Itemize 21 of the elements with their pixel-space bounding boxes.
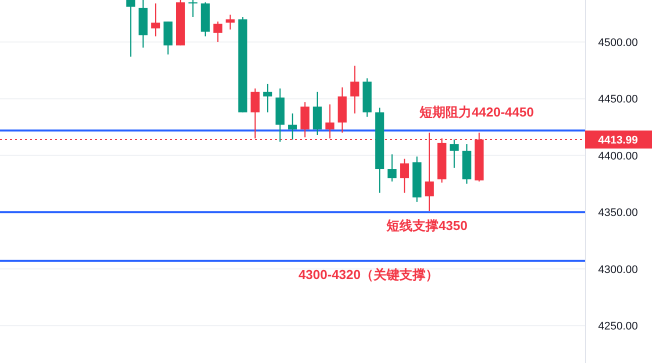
y-tick-label: 4450.00 xyxy=(598,94,638,106)
y-tick-label: 4400.00 xyxy=(598,150,638,162)
ref-line-label: 短线支撑4350 xyxy=(386,218,468,234)
ref-line-label: 4300-4320（关键支撑） xyxy=(298,266,439,282)
candlestick xyxy=(126,0,136,58)
candlestick xyxy=(151,2,160,37)
y-tick-label: 4350.00 xyxy=(598,207,638,220)
candlestick xyxy=(312,91,322,136)
candlestick xyxy=(288,112,297,140)
y-tick-label: 4250.00 xyxy=(598,320,638,333)
candlestick xyxy=(263,83,272,113)
candlestick xyxy=(164,20,173,56)
ref-line-label: 4413.99 xyxy=(598,134,638,147)
candlestick xyxy=(350,65,360,114)
candlestick xyxy=(388,154,397,182)
ref-line-label: 短期阻力4420-4450 xyxy=(418,104,534,120)
candlestick xyxy=(400,158,409,194)
y-tick-label: 4500.00 xyxy=(598,36,638,49)
candlestick xyxy=(450,138,459,168)
y-tick-label: 4300.00 xyxy=(598,264,638,276)
candlestick xyxy=(213,20,222,43)
